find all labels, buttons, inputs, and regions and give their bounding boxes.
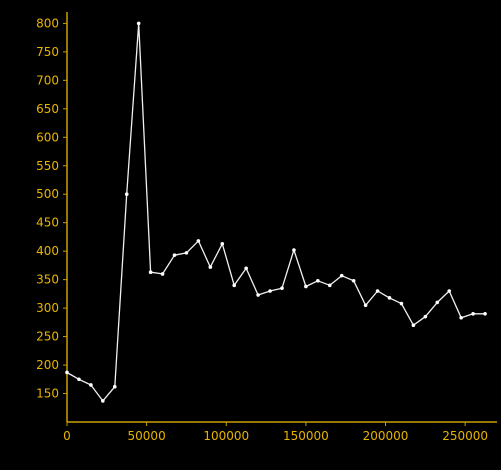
data-point: [435, 300, 440, 305]
data-point: [316, 278, 320, 283]
data-point: [208, 265, 213, 269]
data-point: [172, 253, 177, 257]
y-tick-label: 600: [36, 130, 59, 144]
data-point: [77, 377, 81, 382]
y-tick-label: 200: [36, 358, 59, 372]
data-point: [89, 383, 93, 387]
data-point: [327, 283, 332, 288]
data-point: [423, 314, 428, 319]
x-axis: 0 50000 100000 150000 200000 250000: [63, 421, 497, 443]
y-tick-label: 800: [36, 16, 59, 30]
data-point: [399, 301, 404, 306]
y-tick-label: 150: [36, 387, 59, 401]
data-point: [65, 370, 69, 375]
data-point: [124, 192, 129, 197]
data-point: [256, 293, 260, 297]
data-point: [196, 239, 201, 243]
y-tick-label: 300: [36, 301, 59, 315]
data-point: [232, 283, 237, 288]
x-tick-label: 150000: [283, 429, 329, 443]
y-tick-label: 550: [36, 159, 59, 173]
series-line-group: [66, 22, 486, 402]
x-tick-label: 100000: [203, 429, 249, 443]
y-tick-label: 250: [36, 330, 59, 344]
data-point: [483, 312, 487, 316]
y-tick-label: 400: [36, 244, 59, 258]
data-point: [351, 278, 356, 283]
series-line: [66, 22, 486, 402]
y-tick-label: 500: [36, 187, 59, 201]
data-point: [148, 270, 153, 275]
x-tick-label: 0: [63, 429, 71, 443]
data-point: [447, 289, 452, 293]
x-tick-label: 250000: [442, 429, 488, 443]
data-point: [292, 248, 296, 252]
y-axis: 150 200 250 300 350 400 450 500 550 600 650 700 750 8…: [36, 12, 68, 422]
y-tick-label: 350: [36, 273, 59, 287]
data-point: [244, 266, 248, 271]
data-point: [387, 296, 392, 300]
data-point: [112, 384, 117, 389]
y-tick-label: 750: [36, 45, 59, 59]
data-point: [304, 284, 308, 289]
y-tick-label: 700: [36, 73, 59, 87]
data-point: [268, 289, 272, 293]
data-point: [101, 399, 105, 403]
data-point: [184, 251, 189, 255]
data-point: [411, 323, 416, 327]
data-point: [280, 286, 284, 290]
data-point: [339, 273, 344, 278]
data-point: [363, 303, 368, 308]
data-point: [160, 272, 165, 276]
data-point: [136, 21, 141, 26]
x-tick-label: 50000: [128, 429, 166, 443]
data-point: [471, 312, 475, 316]
data-point: [459, 315, 463, 320]
y-tick-label: 650: [36, 102, 59, 116]
x-tick-label: 200000: [363, 429, 409, 443]
data-point: [220, 241, 225, 246]
y-tick-label: 450: [36, 216, 59, 230]
data-point: [375, 289, 380, 293]
data-points: [65, 21, 487, 403]
